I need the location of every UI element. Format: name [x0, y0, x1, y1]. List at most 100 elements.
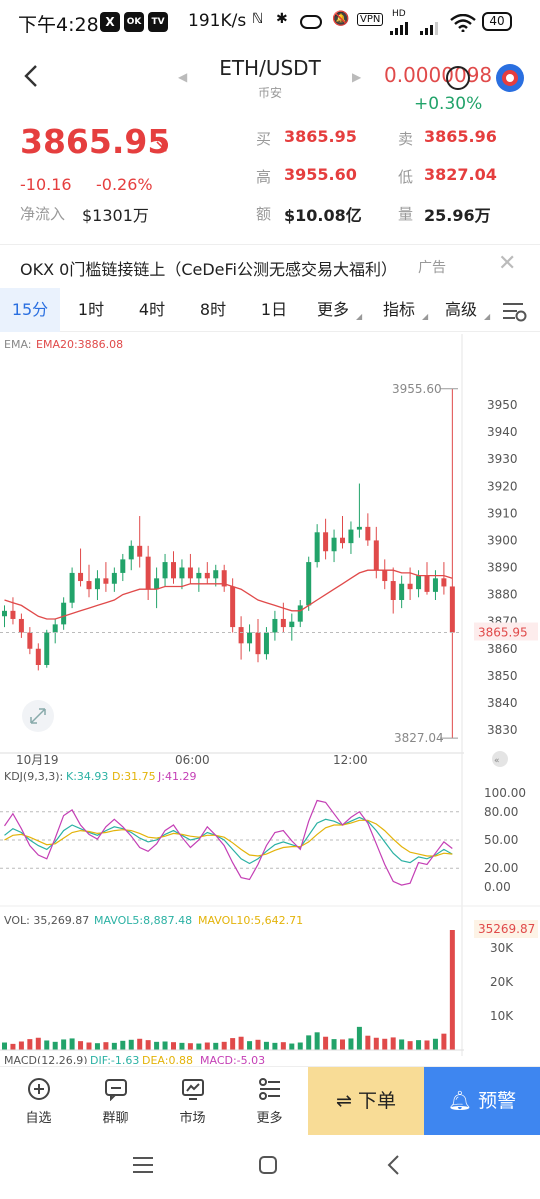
candle-body	[238, 627, 244, 644]
kdj-k: K:34.93	[66, 770, 108, 783]
kdj-tick: 50.00	[484, 833, 518, 847]
kdj-tick: 100.00	[484, 786, 526, 800]
network-speed: 191K/s	[188, 11, 247, 31]
tab-1d[interactable]: 1日	[260, 300, 288, 319]
nav-watchlist-label: 自选	[25, 1111, 52, 1126]
candle-body	[137, 545, 143, 557]
low-value: 3827.04	[424, 165, 497, 184]
recent-apps-icon[interactable]	[132, 1156, 154, 1178]
current-price-box	[474, 622, 538, 641]
volume-bar	[204, 1042, 210, 1050]
back-button[interactable]	[18, 62, 46, 90]
kdj-grid: 100.00 80.00 50.00 20.00 0.00	[0, 786, 526, 894]
volume-bar	[399, 1039, 405, 1050]
candle-body	[340, 537, 345, 544]
candle-body	[230, 586, 236, 628]
ad-text[interactable]: OKX 0门槛链接链上（CeDeFi公测无感交易大福利）	[20, 260, 397, 279]
ad-tag: 广告	[418, 260, 446, 276]
candle-body	[272, 618, 278, 633]
candle-body	[416, 575, 422, 590]
nav-chat[interactable]: 群聊	[77, 1067, 154, 1135]
candle-body	[162, 562, 168, 579]
price-tick: 3860	[487, 642, 518, 656]
kdj-tick: 20.00	[484, 861, 518, 875]
volume-bar	[2, 1042, 7, 1050]
volume-bar	[78, 1041, 84, 1050]
next-pair-icon[interactable]: ▶	[352, 70, 362, 84]
last-price: 3865.95	[20, 122, 171, 161]
candle-body	[247, 632, 253, 644]
candle-body	[323, 532, 329, 552]
kline-chart[interactable]: EMA: EMA20:3886.08 3950 3940 3930 3920 3910 3…	[0, 334, 540, 1064]
volume-bar	[187, 1043, 193, 1050]
candle-body	[382, 570, 388, 582]
ema-prefix: EMA:	[4, 338, 31, 351]
advanced-caret-icon: ◢	[484, 312, 491, 321]
app-logo-icon[interactable]	[496, 64, 524, 92]
net-inflow-value: $1301万	[82, 206, 149, 225]
candle-body	[331, 537, 337, 552]
nav-market[interactable]: 市场	[154, 1067, 231, 1135]
candle-body	[399, 583, 405, 600]
tab-more[interactable]: 更多	[316, 300, 349, 319]
chart-icon	[181, 1077, 205, 1101]
candle-body	[145, 556, 151, 590]
ad-banner[interactable]: OKX 0门槛链接链上（CeDeFi公测无感交易大福利） 广告 ✕	[0, 244, 540, 284]
alert-button[interactable]: 🔔︎ 预警	[424, 1067, 540, 1135]
tab-advanced[interactable]: 高级	[444, 300, 477, 319]
search-icon[interactable]	[446, 66, 470, 90]
low-label: 低	[398, 168, 414, 186]
chart-settings-icon[interactable]	[502, 300, 528, 326]
candles	[2, 388, 455, 739]
price-change-pct: -0.26%	[96, 175, 153, 194]
price-tick: 3930	[487, 452, 518, 466]
volume-bar	[196, 1043, 202, 1050]
candle-body	[297, 605, 303, 622]
volume-bar	[120, 1040, 126, 1050]
candle-body	[86, 581, 92, 590]
net-inflow-label: 净流入	[20, 205, 66, 223]
tab-4h[interactable]: 4时	[138, 300, 166, 319]
volume-bar	[390, 1037, 396, 1050]
volume-bar	[449, 930, 455, 1050]
candle-body	[111, 572, 117, 584]
home-icon[interactable]	[258, 1155, 278, 1179]
alert-button-label: 预警	[478, 1090, 517, 1112]
bell-icon: 🔔︎	[447, 1090, 479, 1112]
mini-price: 0.0000098	[384, 63, 493, 87]
tab-15m[interactable]: 15分	[0, 288, 60, 332]
mute-icon: 🔕	[332, 11, 350, 27]
candle-body	[221, 570, 227, 587]
kdj-d-line	[4, 819, 453, 857]
kdj-d: D:31.75	[112, 770, 156, 783]
tab-8h[interactable]: 8时	[199, 300, 227, 319]
prev-pair-icon[interactable]: ◀	[178, 70, 188, 84]
nfc-icon: ℕ	[252, 11, 264, 27]
volume-bar	[382, 1038, 388, 1050]
signal-2-icon	[420, 20, 442, 39]
volume-bar	[424, 1040, 430, 1050]
candle-body	[2, 610, 7, 617]
pair-title[interactable]: ETH/USDT	[219, 56, 321, 80]
volume-bar	[306, 1035, 312, 1050]
price-tick: 3880	[487, 588, 518, 602]
kdj-k-line	[4, 816, 453, 865]
current-price-label: 3865.95	[478, 626, 528, 640]
close-icon[interactable]: ✕	[498, 251, 517, 276]
tab-indicators[interactable]: 指标	[382, 300, 415, 319]
vol-tick: 20K	[490, 975, 514, 989]
volume-bar	[238, 1036, 244, 1050]
vol-max-label: 35269.87	[478, 922, 535, 936]
nav-more[interactable]: 更多	[231, 1067, 308, 1135]
tab-1h[interactable]: 1时	[77, 300, 105, 319]
order-button[interactable]: ⇌ 下单	[308, 1067, 424, 1135]
candle-body	[52, 624, 58, 633]
candle-body	[314, 532, 320, 563]
volume-bar	[137, 1038, 143, 1050]
volume-bar	[10, 1043, 16, 1050]
wifi-icon	[450, 13, 476, 36]
nav-watchlist[interactable]: 自选	[0, 1067, 77, 1135]
macd-dif: DIF:-1.63	[90, 1054, 139, 1064]
volume-bar	[263, 1041, 269, 1050]
system-back-icon[interactable]	[386, 1154, 400, 1180]
